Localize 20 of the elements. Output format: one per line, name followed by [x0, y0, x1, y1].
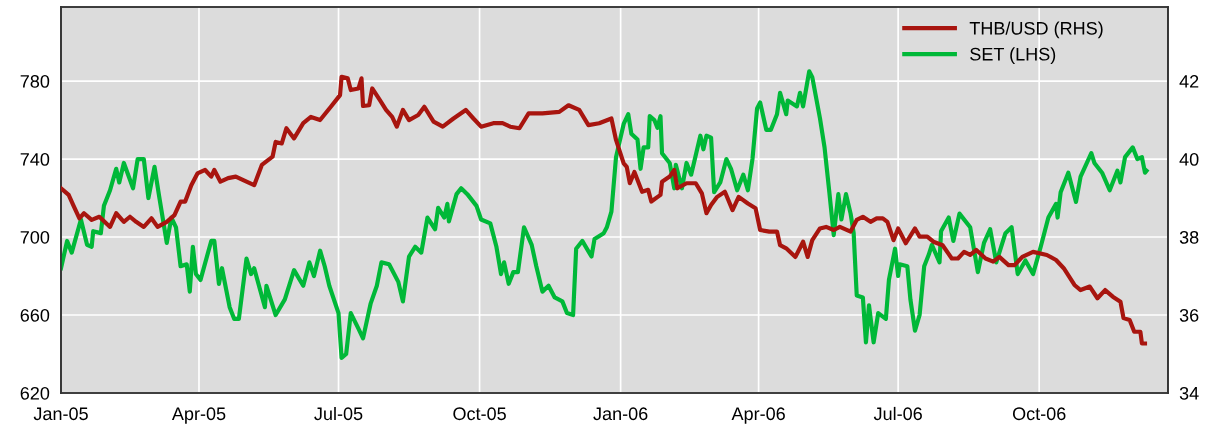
- legend-label: SET (LHS): [970, 47, 1056, 65]
- x-tick-label: Jan-06: [593, 407, 648, 421]
- y-tick-label: 620: [20, 386, 50, 400]
- y2-tick-label: 40: [1179, 152, 1199, 166]
- y2-tick-label: 42: [1179, 75, 1199, 88]
- x-tick-label: Oct-05: [453, 407, 506, 421]
- x-tick-label: Jul-05: [314, 406, 363, 421]
- x-tick-label: Apr-06: [731, 407, 785, 424]
- x-tick-label: Jul-06: [873, 406, 922, 421]
- x-tick-label: Oct-06: [1012, 407, 1066, 421]
- y-tick-label: 740: [20, 152, 50, 166]
- y2-tick-label: 36: [1179, 308, 1199, 322]
- y2-tick-label: 38: [1179, 230, 1199, 244]
- legend-label: THB/USD (RHS): [969, 21, 1103, 39]
- y-tick-label: 700: [20, 230, 50, 244]
- y-tick-label: 780: [20, 75, 50, 88]
- x-tick-label: Apr-05: [171, 407, 226, 424]
- x-tick-label: Jan-05: [33, 407, 88, 421]
- y-tick-label: 660: [20, 308, 50, 322]
- y2-tick-label: 34: [1179, 386, 1199, 400]
